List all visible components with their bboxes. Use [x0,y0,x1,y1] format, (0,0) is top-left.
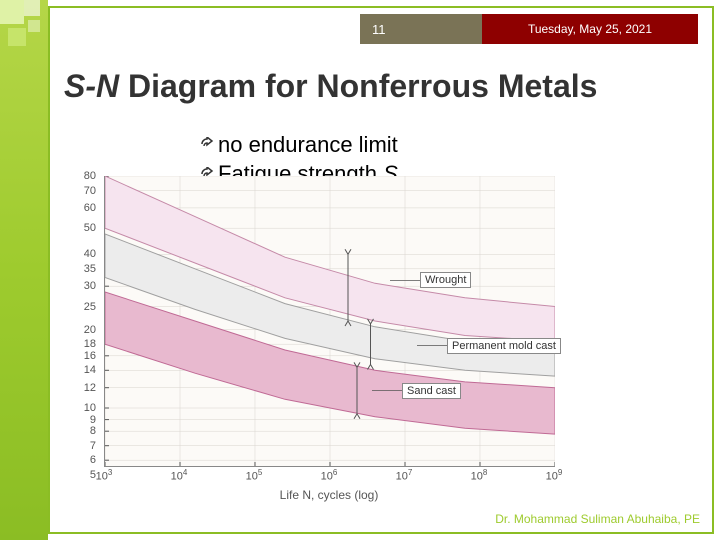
band-label-perm-mold: Permanent mold cast [447,338,561,354]
x-tick: 107 [396,468,413,483]
slide-number: 11 [360,14,482,44]
bullet-text: no endurance limit [218,132,398,158]
plot-area: WroughtPermanent mold castSand cast [104,176,555,467]
y-tick: 35 [70,263,96,275]
band-label-wrought: Wrought [420,272,471,288]
y-tick: 14 [70,364,96,376]
y-tick: 16 [70,350,96,362]
y-tick: 10 [70,402,96,414]
x-tick: 106 [321,468,338,483]
decor-square [0,0,24,24]
y-tick: 40 [70,248,96,260]
header-bar: 11 Tuesday, May 25, 2021 [360,14,698,44]
decor-square [28,20,40,32]
slide-root: 11 Tuesday, May 25, 2021 S-N Diagram for… [0,0,720,540]
y-tick: 12 [70,382,96,394]
band-label-sand-cast: Sand cast [402,383,461,399]
y-tick: 8 [70,425,96,437]
x-tick: 108 [471,468,488,483]
corner-squares-decor [0,0,48,60]
y-tick: 30 [70,280,96,292]
left-accent-stripe [0,0,48,540]
y-tick: 20 [70,324,96,336]
decor-square [24,0,40,16]
y-tick: 50 [70,222,96,234]
plot-svg [105,176,555,466]
title-italic-prefix: S-N [64,68,119,104]
y-tick: 6 [70,454,96,466]
x-axis-label: Life N, cycles (log) [104,488,554,502]
title-rest: Diagram for Nonferrous Metals [119,68,597,104]
bullet-line: no endurance limit [200,130,486,160]
x-tick: 109 [546,468,563,483]
y-tick: 25 [70,301,96,313]
x-tick: 104 [171,468,188,483]
author-credit: Dr. Mohammad Suliman Abuhaiba, PE [495,512,700,526]
y-tick: 9 [70,414,96,426]
x-tick: 105 [246,468,263,483]
y-tick: 80 [70,170,96,182]
bullet-arrow-icon [200,134,218,157]
x-axis-ticks: 103104105106107108109 [104,468,554,486]
slide-title: S-N Diagram for Nonferrous Metals [64,68,597,105]
y-axis-ticks: 807060504035302520181614121098765 [70,176,100,466]
y-tick: 5 [70,469,96,481]
y-tick: 18 [70,338,96,350]
slide-date: Tuesday, May 25, 2021 [482,14,698,44]
x-tick: 103 [96,468,113,483]
decor-square [8,28,26,46]
y-tick: 7 [70,440,96,452]
sn-chart: Peak alternating bending stress S, kpsi … [70,176,570,506]
y-tick: 70 [70,185,96,197]
y-tick: 60 [70,202,96,214]
